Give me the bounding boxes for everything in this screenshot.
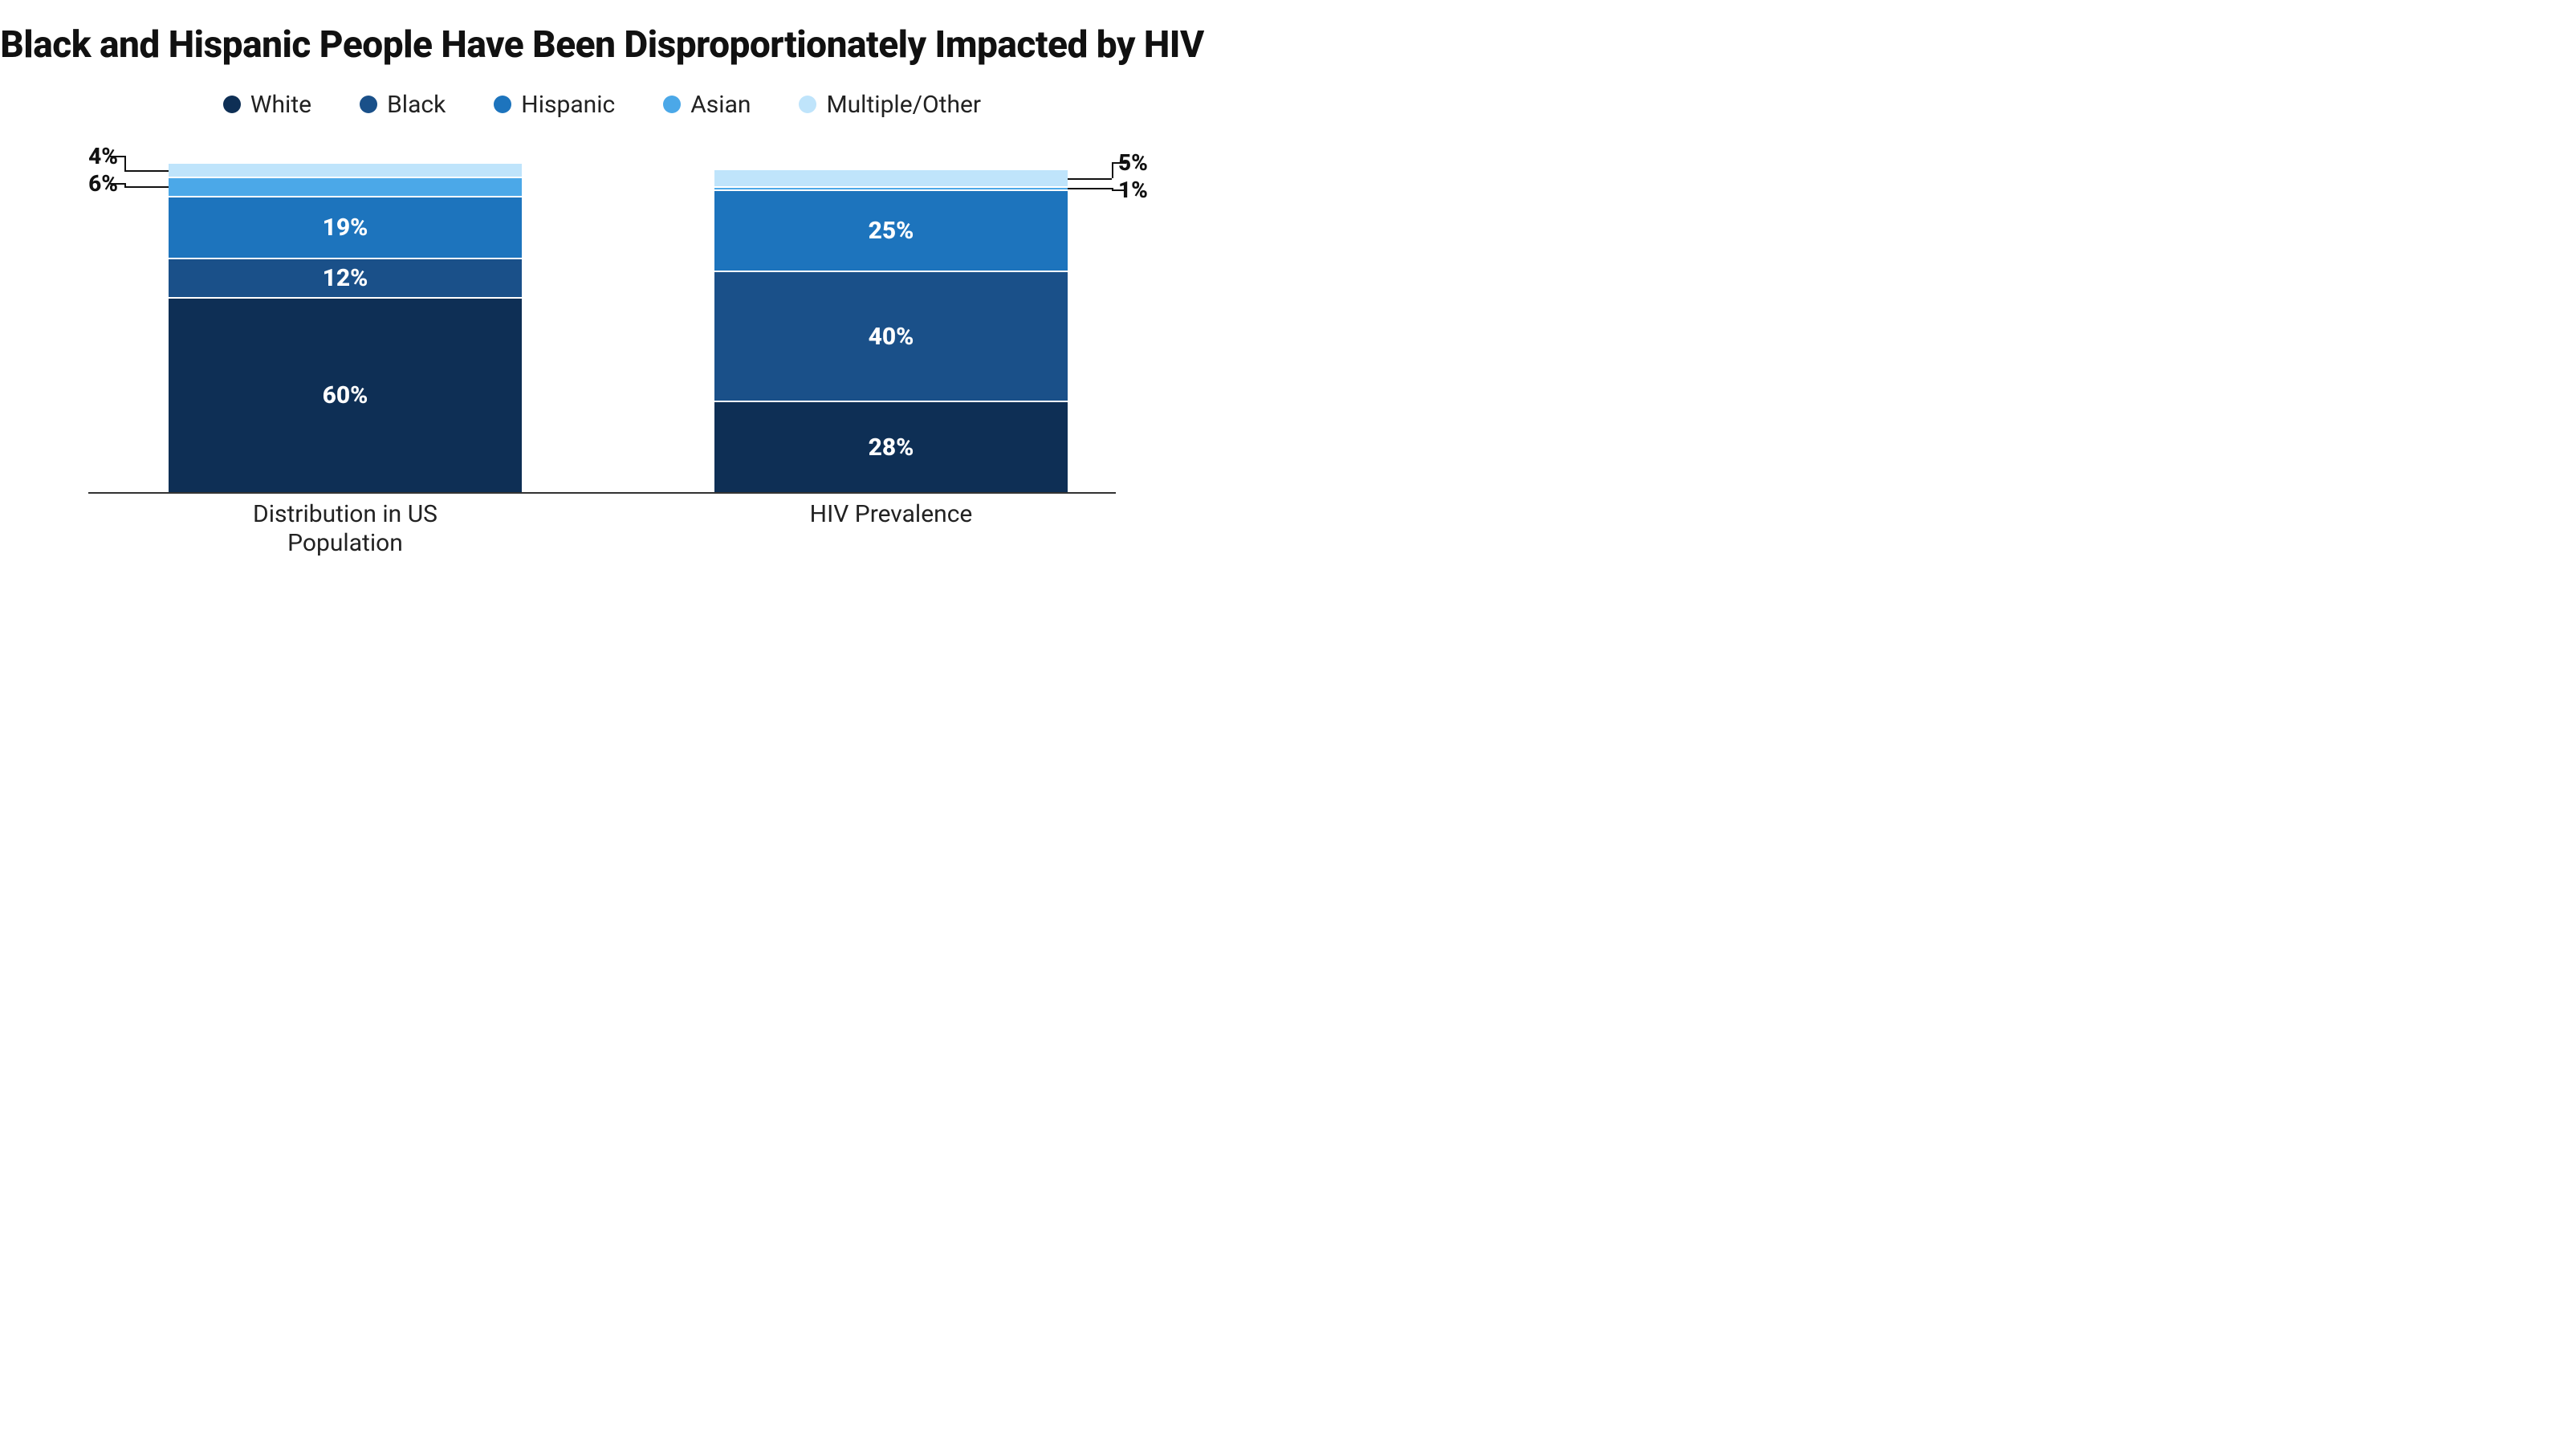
legend-swatch — [663, 96, 681, 113]
legend-label: Black — [387, 91, 446, 119]
legend-item: Black — [360, 91, 446, 119]
legend-label: Multiple/Other — [826, 91, 981, 119]
segment-value-label: 25% — [869, 217, 914, 245]
callout-label: 4% — [88, 143, 118, 169]
stacked-bar: 25% 40% 28% — [714, 170, 1068, 492]
bar-segment — [169, 164, 522, 177]
callout-leader — [124, 170, 169, 172]
legend-label: White — [250, 91, 311, 119]
legend-item: Multiple/Other — [799, 91, 981, 119]
legend-item: White — [223, 91, 311, 119]
callout-leader — [1068, 178, 1112, 180]
legend-item: Hispanic — [494, 91, 615, 119]
chart-area: 19%12%60%4%6%Distribution in USPopulatio… — [88, 147, 1116, 564]
callout-leader — [124, 183, 126, 186]
segment-value-label: 19% — [323, 214, 368, 242]
callout-label: 1% — [1118, 177, 1148, 203]
legend-swatch — [799, 96, 816, 113]
x-axis-label: Distribution in USPopulation — [169, 500, 522, 558]
legend-swatch — [360, 96, 377, 113]
x-axis-label: HIV Prevalence — [714, 500, 1068, 529]
legend-label: Hispanic — [521, 91, 615, 119]
callout-leader — [1112, 162, 1113, 178]
segment-value-label: 12% — [323, 264, 368, 292]
segment-value-label: 40% — [869, 323, 914, 351]
chart-title: Black and Hispanic People Have Been Disp… — [0, 0, 1204, 67]
legend-label: Asian — [690, 91, 751, 119]
bar-segment: 60% — [169, 297, 522, 492]
callout-leader — [124, 156, 126, 170]
callout-label: 5% — [1118, 149, 1148, 176]
bar-segment — [714, 170, 1068, 186]
bar-segment: 19% — [169, 196, 522, 258]
axis-baseline — [88, 492, 1116, 494]
callout-leader — [1068, 188, 1112, 189]
segment-value-label: 28% — [869, 434, 914, 462]
bar-segment: 40% — [714, 271, 1068, 401]
legend-swatch — [494, 96, 511, 113]
segment-value-label: 60% — [323, 381, 368, 409]
legend-swatch — [223, 96, 241, 113]
legend: White Black Hispanic Asian Multiple/Other — [0, 91, 1204, 119]
bar-segment: 12% — [169, 258, 522, 297]
bar-segment: 28% — [714, 401, 1068, 491]
callout-label: 6% — [88, 170, 118, 197]
bar-segment — [169, 177, 522, 196]
legend-item: Asian — [663, 91, 751, 119]
bar-segment: 25% — [714, 189, 1068, 271]
callout-leader — [124, 186, 169, 188]
stacked-bar: 19% 12% 60% — [169, 164, 522, 492]
